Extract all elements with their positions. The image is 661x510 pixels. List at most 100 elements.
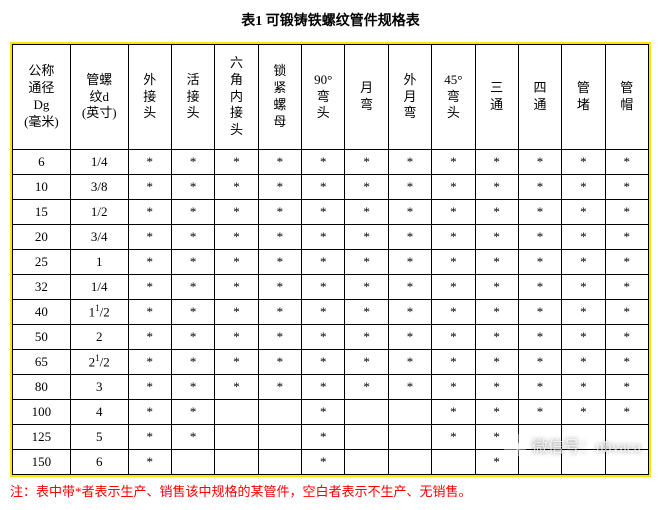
cell-mark: * [432,425,475,450]
cell-mark: * [432,225,475,250]
cell-mark: * [258,375,301,400]
cell-mark: * [302,175,345,200]
cell-mark: * [562,175,605,200]
cell-d: 11/2 [70,300,128,325]
cell-mark: * [475,275,518,300]
cell-dg: 150 [13,450,71,475]
table-row: 1255***** [13,425,649,450]
cell-d: 6 [70,450,128,475]
cell-mark: * [475,225,518,250]
col-header-6: 90°弯头 [302,45,345,150]
cell-mark: * [518,375,561,400]
cell-mark: * [215,350,258,375]
cell-mark [345,450,388,475]
cell-mark: * [345,175,388,200]
table-title: 表1 可锻铸铁螺纹管件规格表 [10,10,651,30]
cell-mark: * [562,250,605,275]
cell-mark: * [302,375,345,400]
cell-mark: * [302,325,345,350]
cell-mark: * [475,300,518,325]
cell-mark [215,450,258,475]
cell-mark: * [345,325,388,350]
cell-mark: * [128,175,171,200]
cell-mark: * [215,250,258,275]
cell-mark: * [345,375,388,400]
cell-mark: * [518,200,561,225]
cell-mark [388,400,431,425]
cell-dg: 80 [13,375,71,400]
cell-mark: * [562,150,605,175]
cell-mark: * [215,275,258,300]
cell-mark: * [518,175,561,200]
cell-mark: * [475,350,518,375]
cell-mark: * [605,375,648,400]
cell-mark: * [432,200,475,225]
cell-d: 5 [70,425,128,450]
cell-mark: * [171,325,214,350]
cell-mark: * [605,325,648,350]
cell-mark: * [171,400,214,425]
cell-mark: * [605,275,648,300]
cell-mark [258,425,301,450]
cell-dg: 20 [13,225,71,250]
cell-mark: * [518,250,561,275]
cell-mark: * [258,350,301,375]
cell-dg: 40 [13,300,71,325]
cell-mark: * [258,150,301,175]
cell-mark: * [388,350,431,375]
cell-dg: 10 [13,175,71,200]
cell-mark: * [302,225,345,250]
cell-d: 21/2 [70,350,128,375]
cell-mark: * [171,250,214,275]
cell-mark: * [388,325,431,350]
cell-mark: * [215,325,258,350]
table-row: 321/4************ [13,275,649,300]
cell-mark: * [605,200,648,225]
cell-mark: * [302,450,345,475]
table-row: 203/4************ [13,225,649,250]
cell-d: 1/4 [70,150,128,175]
col-header-8: 外月弯 [388,45,431,150]
cell-mark: * [215,200,258,225]
table-row: 4011/2************ [13,300,649,325]
cell-d: 3/4 [70,225,128,250]
cell-mark: * [128,350,171,375]
cell-mark [388,425,431,450]
cell-mark: * [388,275,431,300]
cell-dg: 65 [13,350,71,375]
cell-dg: 15 [13,200,71,225]
cell-mark: * [475,150,518,175]
cell-mark [605,450,648,475]
cell-dg: 125 [13,425,71,450]
cell-mark: * [128,425,171,450]
cell-mark: * [258,200,301,225]
cell-mark: * [388,150,431,175]
cell-mark: * [215,150,258,175]
col-header-10: 三通 [475,45,518,150]
cell-mark: * [432,325,475,350]
cell-dg: 50 [13,325,71,350]
cell-mark: * [258,300,301,325]
cell-d: 1/4 [70,275,128,300]
cell-mark [171,450,214,475]
cell-mark: * [258,275,301,300]
cell-mark: * [475,200,518,225]
cell-mark: * [128,225,171,250]
cell-mark: * [605,225,648,250]
cell-mark [345,400,388,425]
cell-mark: * [128,375,171,400]
cell-mark [345,425,388,450]
cell-mark: * [605,400,648,425]
cell-mark [605,425,648,450]
cell-mark: * [475,325,518,350]
table-row: 1506*** [13,450,649,475]
cell-mark: * [302,250,345,275]
cell-mark [258,450,301,475]
cell-mark: * [215,375,258,400]
cell-d: 4 [70,400,128,425]
table-row: 61/4************ [13,150,649,175]
cell-mark: * [432,175,475,200]
cell-mark: * [518,225,561,250]
col-header-2: 外接头 [128,45,171,150]
col-header-9: 45°弯头 [432,45,475,150]
